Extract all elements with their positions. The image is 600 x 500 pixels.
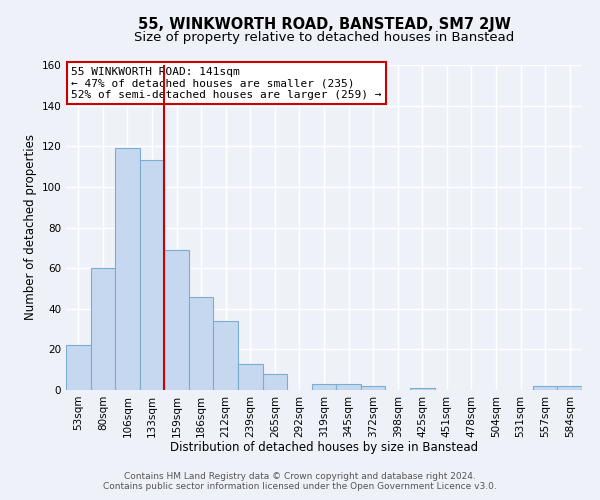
X-axis label: Distribution of detached houses by size in Banstead: Distribution of detached houses by size … xyxy=(170,441,478,454)
Bar xyxy=(312,384,336,390)
Y-axis label: Number of detached properties: Number of detached properties xyxy=(24,134,37,320)
Bar xyxy=(361,386,385,390)
Bar xyxy=(164,250,189,390)
Text: 55, WINKWORTH ROAD, BANSTEAD, SM7 2JW: 55, WINKWORTH ROAD, BANSTEAD, SM7 2JW xyxy=(137,18,511,32)
Bar xyxy=(189,296,214,390)
Bar xyxy=(336,384,361,390)
Bar xyxy=(410,388,434,390)
Bar xyxy=(66,346,91,390)
Bar xyxy=(238,364,263,390)
Text: Size of property relative to detached houses in Banstead: Size of property relative to detached ho… xyxy=(134,31,514,44)
Bar xyxy=(263,374,287,390)
Bar xyxy=(533,386,557,390)
Text: 55 WINKWORTH ROAD: 141sqm
← 47% of detached houses are smaller (235)
52% of semi: 55 WINKWORTH ROAD: 141sqm ← 47% of detac… xyxy=(71,66,382,100)
Bar xyxy=(115,148,140,390)
Text: Contains HM Land Registry data © Crown copyright and database right 2024.: Contains HM Land Registry data © Crown c… xyxy=(124,472,476,481)
Bar xyxy=(140,160,164,390)
Bar xyxy=(214,321,238,390)
Bar xyxy=(91,268,115,390)
Bar xyxy=(557,386,582,390)
Text: Contains public sector information licensed under the Open Government Licence v3: Contains public sector information licen… xyxy=(103,482,497,491)
